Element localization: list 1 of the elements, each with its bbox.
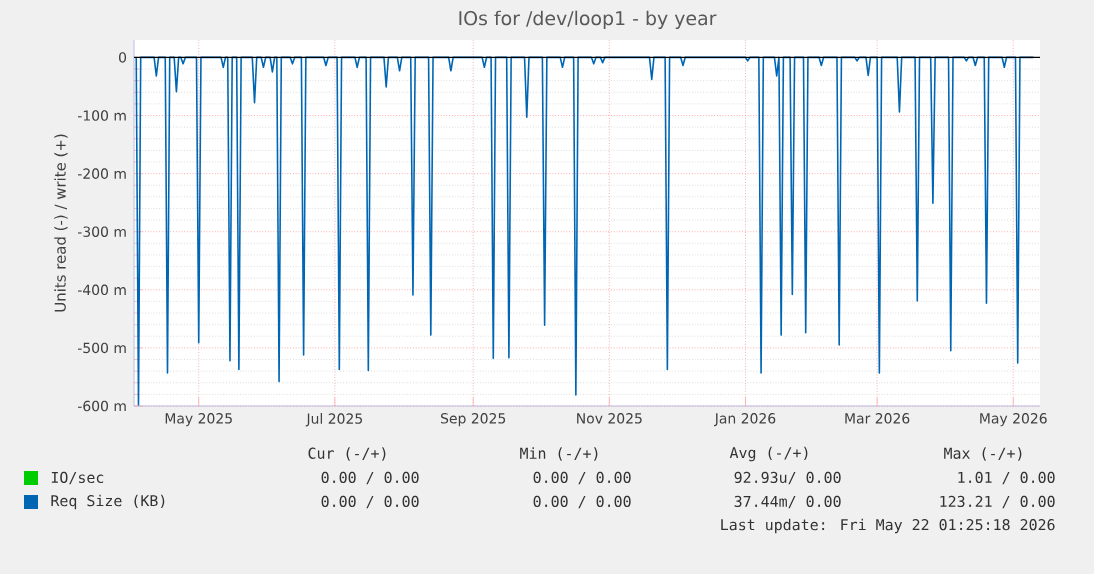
chart-title: IOs for /dev/loop1 - by year — [459, 10, 717, 29]
